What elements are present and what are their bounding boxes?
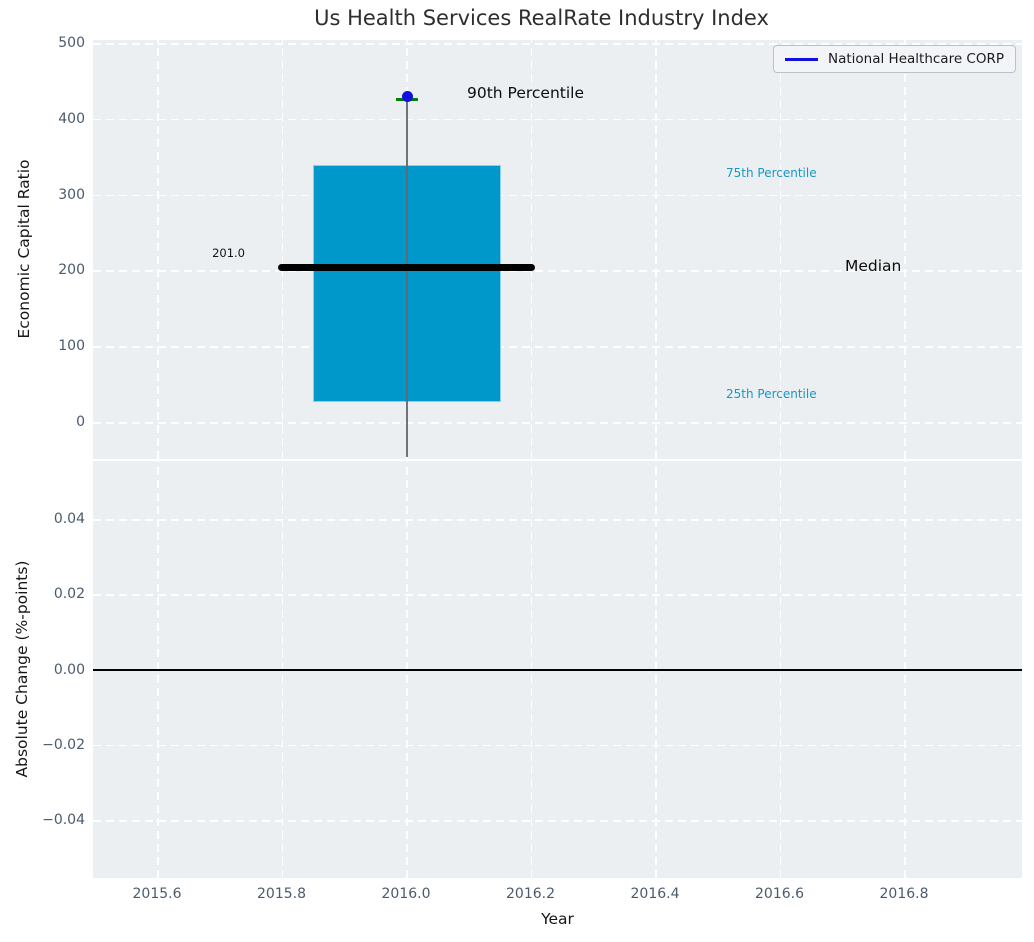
whisker-line	[406, 98, 408, 457]
ytick-label: 100	[58, 338, 85, 355]
xtick-label: 2016.6	[755, 886, 804, 902]
gridline	[530, 40, 533, 459]
chart-title: Us Health Services RealRate Industry Ind…	[314, 6, 769, 30]
ytick-label: 0.00	[53, 661, 85, 678]
xtick-label: 2015.8	[257, 886, 306, 902]
p25-annotation: 25th Percentile	[726, 387, 817, 401]
gridline	[93, 270, 1022, 272]
ytick-label: 0.02	[53, 586, 85, 603]
gridline	[904, 40, 906, 459]
gridline	[655, 40, 657, 459]
gridline	[93, 422, 1022, 424]
gridline	[779, 40, 782, 459]
legend: National Healthcare CORP	[773, 45, 1016, 73]
legend-line-swatch	[785, 57, 818, 61]
zero-line	[93, 668, 1022, 671]
median-annotation: Median	[845, 257, 902, 275]
top-axes: 201.0 90th Percentile 75th Percentile Me…	[93, 40, 1022, 459]
ytick-label: −0.02	[42, 736, 85, 753]
xtick-label: 2016.8	[879, 886, 929, 902]
gridline	[93, 744, 1022, 747]
gridline	[281, 40, 284, 459]
ytick-label: 200	[58, 262, 85, 279]
legend-label: National Healthcare CORP	[828, 51, 1004, 67]
xtick-label: 2016.4	[630, 886, 680, 902]
median-line	[278, 264, 535, 271]
xtick-label: 2016.2	[506, 886, 555, 902]
ytick-label: 500	[58, 35, 85, 51]
gridline	[93, 346, 1022, 348]
ytick-label: 400	[58, 110, 85, 127]
company-marker-dot	[401, 91, 413, 102]
xtick-label: 2016.0	[381, 886, 431, 902]
gridline	[157, 40, 159, 459]
ytick-label: 0.04	[53, 511, 85, 527]
xtick-label: 2015.6	[132, 886, 182, 902]
median-value-label: 201.0	[212, 246, 245, 260]
gridline	[93, 519, 1022, 521]
p90-annotation: 90th Percentile	[467, 84, 585, 102]
p75-annotation: 75th Percentile	[726, 166, 817, 180]
gridline	[93, 594, 1022, 596]
gridline	[93, 820, 1022, 822]
gridline	[93, 43, 1022, 45]
gridline	[93, 194, 1022, 197]
gridline	[93, 118, 1022, 121]
ytick-label: 0	[76, 414, 85, 430]
bottom-axes	[93, 461, 1022, 878]
ytick-label: −0.04	[42, 812, 85, 828]
x-axis-label: Year	[541, 910, 574, 928]
ytick-label: 300	[58, 186, 85, 203]
